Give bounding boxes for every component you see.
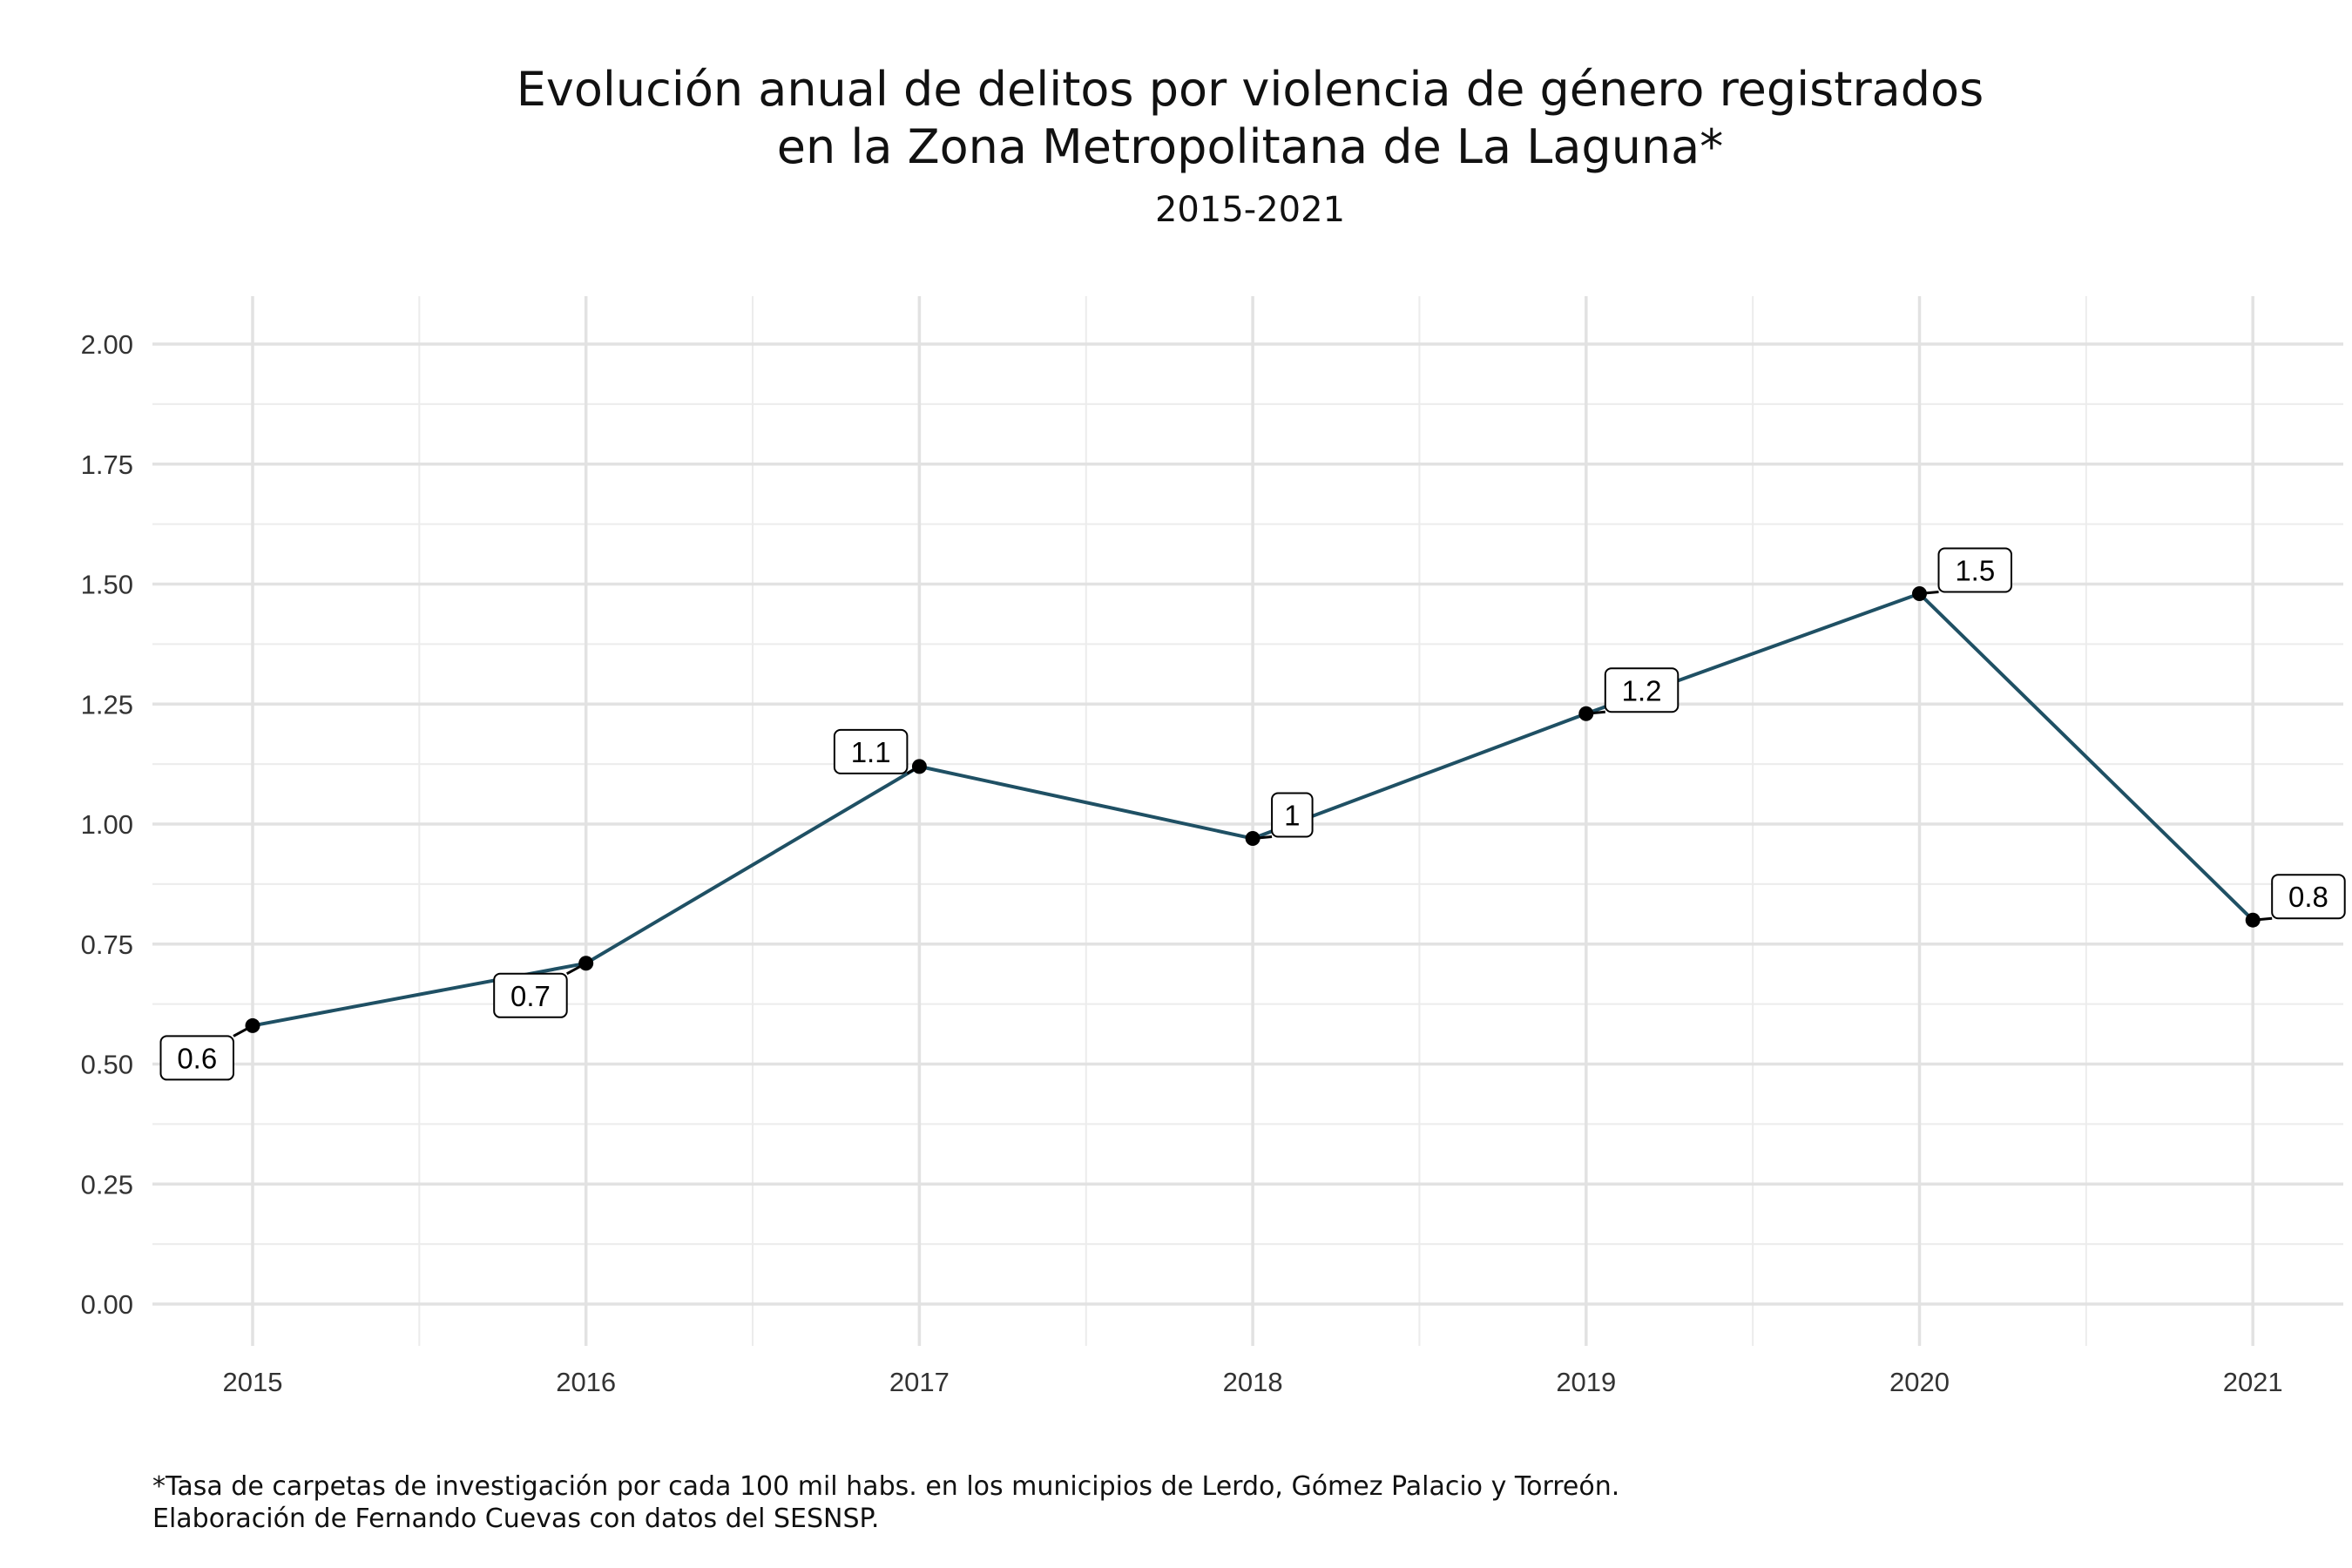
y-tick-label: 1.50 xyxy=(81,570,133,600)
chart-caption: *Tasa de carpetas de investigación por c… xyxy=(152,1470,1619,1535)
data-label-box xyxy=(2271,874,2346,920)
x-tick-label: 2021 xyxy=(2223,1367,2283,1397)
x-tick-label: 2018 xyxy=(1223,1367,1283,1397)
y-tick-label: 1.00 xyxy=(81,809,133,840)
chart-title-line-1: Evolución anual de delitos por violencia… xyxy=(516,62,1984,117)
data-label: 0.6 xyxy=(177,1042,217,1074)
data-label-box xyxy=(1937,547,2012,593)
data-label-box xyxy=(833,728,909,774)
data-label-box xyxy=(1604,667,1680,713)
chart-subtitle: 2015-2021 xyxy=(1154,190,1346,230)
x-tick-label: 2017 xyxy=(889,1367,950,1397)
caption-line-2: Elaboración de Fernando Cuevas con datos… xyxy=(152,1504,880,1534)
y-tick-label: 0.50 xyxy=(81,1050,133,1080)
y-tick-label: 2.00 xyxy=(81,329,133,360)
x-tick-label: 2015 xyxy=(223,1367,283,1397)
y-tick-label: 1.25 xyxy=(81,689,133,720)
data-point xyxy=(245,1017,260,1033)
data-point xyxy=(578,956,594,971)
data-label: 1 xyxy=(1284,800,1300,832)
caption-line-1: *Tasa de carpetas de investigación por c… xyxy=(152,1471,1620,1502)
chart-title: Evolución anual de delitos por violencia… xyxy=(0,61,2352,176)
data-label-box xyxy=(1271,792,1314,838)
chart-title-line-2: en la Zona Metropolitana de La Laguna* xyxy=(776,119,1724,174)
data-label-box xyxy=(493,972,568,1018)
y-tick-label: 0.00 xyxy=(81,1289,133,1320)
data-point xyxy=(1578,706,1594,721)
x-tick-label: 2016 xyxy=(556,1367,616,1397)
data-label: 1.1 xyxy=(851,736,891,768)
y-tick-label: 0.75 xyxy=(81,929,133,960)
data-label: 1.5 xyxy=(1955,555,1995,587)
x-tick-label: 2020 xyxy=(1889,1367,1950,1397)
x-tick-label: 2019 xyxy=(1556,1367,1616,1397)
data-point xyxy=(1912,586,1927,602)
data-label: 0.7 xyxy=(510,980,551,1012)
data-label: 0.8 xyxy=(2288,881,2328,913)
data-point xyxy=(1245,831,1260,847)
data-point xyxy=(911,759,927,774)
data-label-box xyxy=(159,1035,234,1081)
data-label: 1.2 xyxy=(1622,674,1662,706)
y-tick-label: 0.25 xyxy=(81,1169,133,1200)
y-tick-label: 1.75 xyxy=(81,449,133,480)
data-point xyxy=(2245,912,2261,928)
